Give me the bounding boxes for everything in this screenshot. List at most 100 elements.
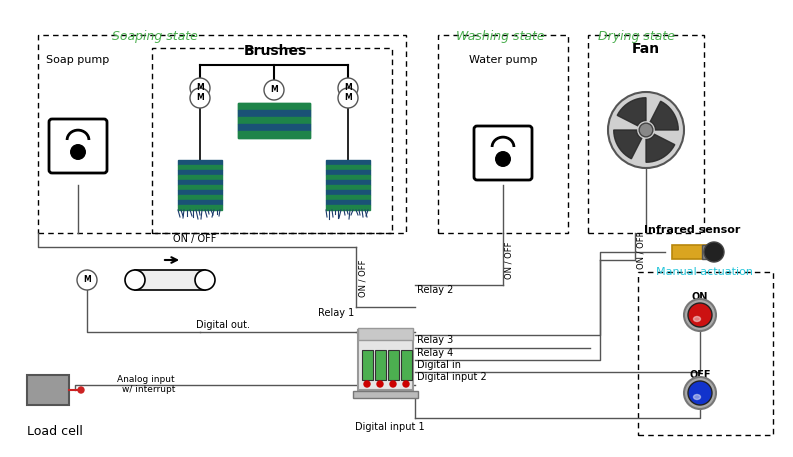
- Text: Drying state: Drying state: [597, 30, 675, 43]
- Text: Brushes: Brushes: [243, 44, 307, 58]
- Text: M: M: [196, 94, 204, 102]
- Bar: [178, 180, 222, 185]
- Bar: [326, 165, 370, 170]
- Bar: [374, 350, 385, 380]
- Circle shape: [71, 145, 86, 159]
- Bar: [238, 102, 310, 110]
- Bar: [178, 165, 222, 170]
- Bar: [358, 328, 412, 340]
- Bar: [27, 375, 69, 405]
- Text: pump: pump: [488, 170, 517, 180]
- Bar: [238, 102, 310, 138]
- Text: Fan: Fan: [632, 42, 660, 56]
- Circle shape: [688, 381, 712, 405]
- Bar: [238, 131, 310, 138]
- Text: Relay 1: Relay 1: [318, 308, 354, 318]
- Polygon shape: [614, 130, 642, 159]
- Circle shape: [639, 123, 653, 137]
- Bar: [135, 270, 205, 290]
- Bar: [326, 195, 370, 200]
- Circle shape: [390, 381, 396, 387]
- Text: Relay 3: Relay 3: [417, 335, 454, 345]
- Bar: [358, 330, 412, 390]
- Text: ON: ON: [691, 292, 708, 302]
- Text: ON / OFF: ON / OFF: [637, 231, 646, 269]
- Bar: [672, 245, 710, 259]
- Bar: [178, 190, 222, 195]
- Bar: [326, 190, 370, 195]
- Bar: [326, 180, 370, 185]
- Bar: [178, 205, 222, 210]
- Text: Digital in: Digital in: [417, 360, 461, 370]
- Text: Soaping state: Soaping state: [112, 30, 198, 43]
- Bar: [178, 170, 222, 175]
- Bar: [400, 350, 412, 380]
- Bar: [326, 200, 370, 205]
- Circle shape: [496, 152, 510, 166]
- Circle shape: [403, 381, 409, 387]
- Circle shape: [684, 377, 716, 409]
- Text: Manual actuation: Manual actuation: [656, 267, 753, 277]
- Bar: [326, 185, 370, 190]
- Bar: [353, 391, 417, 398]
- Bar: [702, 245, 710, 259]
- Circle shape: [264, 80, 284, 100]
- Bar: [638, 272, 773, 435]
- Text: OFF: OFF: [689, 370, 711, 380]
- Text: M: M: [83, 276, 91, 285]
- Text: Digital input 1: Digital input 1: [355, 422, 425, 432]
- Ellipse shape: [694, 317, 700, 322]
- Text: ON / OFF: ON / OFF: [505, 241, 514, 279]
- Text: pump: pump: [64, 163, 92, 173]
- Circle shape: [125, 270, 145, 290]
- Circle shape: [190, 88, 210, 108]
- Circle shape: [338, 78, 358, 98]
- Ellipse shape: [694, 394, 700, 399]
- Text: Digital input 2: Digital input 2: [417, 372, 487, 382]
- Text: Relay 2: Relay 2: [417, 285, 454, 295]
- Circle shape: [195, 270, 215, 290]
- Text: Digital out.: Digital out.: [196, 320, 250, 330]
- Circle shape: [77, 270, 97, 290]
- Bar: [178, 195, 222, 200]
- Bar: [178, 185, 222, 190]
- Bar: [326, 160, 370, 165]
- Circle shape: [190, 78, 210, 98]
- Text: ON / OFF: ON / OFF: [174, 234, 216, 244]
- Text: Soap pump: Soap pump: [46, 55, 109, 65]
- Text: ON / OFF: ON / OFF: [358, 259, 367, 297]
- Circle shape: [688, 303, 712, 327]
- Circle shape: [338, 88, 358, 108]
- Bar: [238, 117, 310, 123]
- Circle shape: [704, 242, 724, 262]
- Text: Water pump: Water pump: [469, 55, 537, 65]
- Bar: [588, 35, 704, 233]
- Bar: [178, 200, 222, 205]
- Bar: [326, 175, 370, 180]
- Text: M: M: [196, 84, 204, 92]
- Bar: [238, 110, 310, 117]
- Text: Relay 4: Relay 4: [417, 348, 454, 358]
- Polygon shape: [617, 98, 646, 126]
- Bar: [238, 123, 310, 131]
- Text: Washing state: Washing state: [456, 30, 544, 43]
- Bar: [362, 350, 373, 380]
- Text: Load cell: Load cell: [27, 425, 83, 438]
- Polygon shape: [646, 134, 675, 162]
- Text: M: M: [344, 94, 352, 102]
- Bar: [152, 48, 392, 233]
- Bar: [438, 35, 568, 233]
- Text: M: M: [270, 85, 278, 95]
- Text: M: M: [344, 84, 352, 92]
- Bar: [178, 175, 222, 180]
- Circle shape: [377, 381, 383, 387]
- Polygon shape: [650, 101, 678, 130]
- Bar: [38, 35, 406, 233]
- Bar: [326, 205, 370, 210]
- Circle shape: [684, 299, 716, 331]
- Circle shape: [78, 387, 84, 393]
- Bar: [326, 170, 370, 175]
- Text: Analog input
w/ interrupt: Analog input w/ interrupt: [117, 375, 175, 394]
- FancyBboxPatch shape: [49, 119, 107, 173]
- Bar: [388, 350, 399, 380]
